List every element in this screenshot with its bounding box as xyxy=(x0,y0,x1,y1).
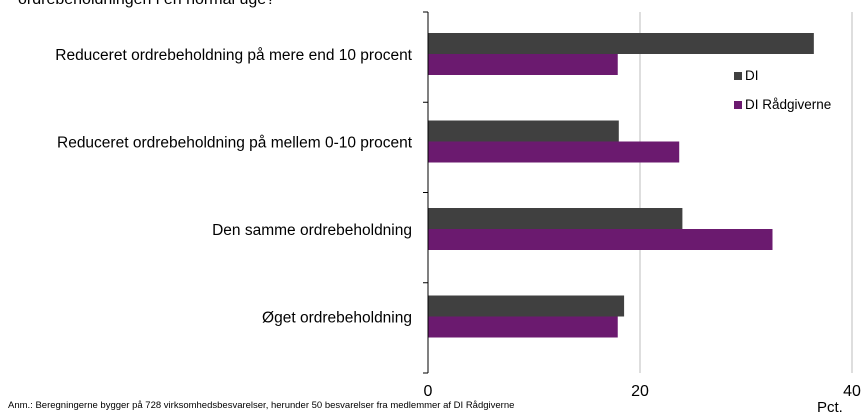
category-label: Øget ordrebeholdning xyxy=(262,310,412,327)
category-label: Den samme ordrebeholdning xyxy=(212,222,412,239)
bar xyxy=(428,295,625,317)
gridlines xyxy=(639,12,853,373)
legend-label: DI Rådgiverne xyxy=(745,97,831,112)
x-tick-labels: 0 20 40 xyxy=(424,383,861,400)
x-tick-label: 40 xyxy=(843,383,861,400)
category-label: Reduceret ordrebeholdning på mellem 0-10… xyxy=(57,135,413,152)
category-labels: Reduceret ordrebeholdning på mere end 10… xyxy=(55,47,412,327)
bar xyxy=(428,316,618,338)
x-tick-label: 20 xyxy=(631,383,649,400)
bar xyxy=(428,141,680,163)
legend-swatch xyxy=(734,72,742,80)
legend-label: DI xyxy=(745,68,759,83)
x-tick-label: 0 xyxy=(424,383,433,400)
bars xyxy=(428,33,814,338)
bar xyxy=(428,120,619,142)
category-label: Reduceret ordrebeholdning på mere end 10… xyxy=(55,47,412,64)
bar xyxy=(428,54,618,75)
legend-swatch xyxy=(734,101,742,109)
bar xyxy=(428,33,814,54)
chart-title-fragment: ordrebeholdningen i en normal uge? xyxy=(18,0,275,9)
footnote: Anm.: Beregningerne bygger på 728 virkso… xyxy=(8,400,515,411)
bar xyxy=(428,229,773,250)
y-axis xyxy=(423,11,429,374)
bar xyxy=(428,208,683,229)
x-axis-unit-label: Pct. xyxy=(817,399,843,416)
legend: DI DI Rådgiverne xyxy=(734,68,831,112)
